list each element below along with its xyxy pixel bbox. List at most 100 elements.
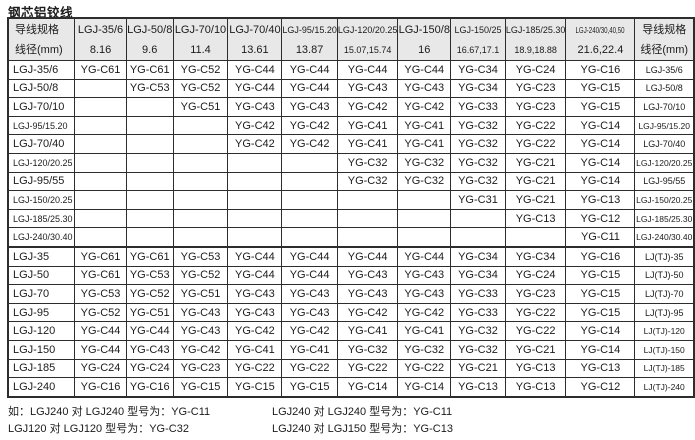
table-row: LGJ-120/20.25 YG-C32 YG-C32 YG-C32 YG-C21 YG-… (7, 152, 695, 173)
table-row: LGJ-120 YG-C44 YG-C44 YG-C43 YG-C42 YG-C42 YG-… (7, 321, 695, 341)
model-cell: YG-C14 (565, 152, 636, 173)
row-label-right: LGJ-240/30.40 (634, 227, 695, 248)
row-label-right: LJ(TJ)-70 (634, 284, 695, 304)
table-row: LGJ-185 YG-C24 YG-C24 YG-C23 YG-C22 YG-C22 YG-… (7, 358, 695, 379)
row-label-right: LJ(TJ)-35 (634, 245, 695, 267)
model-cell: YG-C32 (336, 171, 399, 192)
model-cell: YG-C42 (336, 302, 399, 323)
column-header: LGJ-120/20.25 15.07,15.74 (336, 17, 399, 61)
model-cell: YG-C22 (504, 321, 567, 341)
table-row: LGJ-70/10 YG-C51 YG-C43 YG-C43 YG-C42 YG-C42 Y… (7, 97, 695, 117)
model-cell: YG-C32 (397, 339, 452, 360)
model-cell (172, 152, 229, 173)
model-cell: YG-C16 (565, 60, 636, 80)
model-cell (172, 171, 229, 192)
model-cell (172, 190, 229, 210)
model-cell: YG-C22 (227, 358, 283, 379)
model-cell (125, 115, 174, 136)
model-cell (227, 190, 283, 210)
model-cell: YG-C41 (397, 321, 452, 341)
model-cell (227, 152, 283, 173)
model-cell (336, 227, 399, 248)
footnote-text: LGJ240 对 LGJ150 型号为：YG-C13 (272, 422, 453, 435)
table-row: LGJ-95 YG-C52 YG-C51 YG-C43 YG-C43 YG-C43 YG-C… (7, 302, 695, 323)
model-cell: YG-C51 (172, 97, 229, 117)
model-cell: YG-C51 (172, 284, 229, 304)
column-header: LGJ-50/8 9.6 (125, 17, 174, 61)
model-cell: YG-C41 (281, 339, 338, 360)
model-cell: YG-C23 (504, 97, 567, 117)
corner-header: 导线规格 线径(mm) (634, 17, 695, 61)
model-cell: YG-C42 (227, 134, 283, 154)
model-cell: YG-C21 (450, 358, 506, 379)
model-cell: YG-C44 (227, 265, 283, 286)
model-cell: YG-C22 (504, 302, 567, 323)
model-cell: YG-C32 (336, 152, 399, 173)
model-cell: YG-C42 (397, 302, 452, 323)
model-cell: YG-C61 (125, 60, 174, 80)
model-cell: YG-C24 (504, 265, 567, 286)
model-cell: YG-C42 (397, 97, 452, 117)
row-label-right: LGJ-70/40 (634, 134, 695, 154)
model-cell: YG-C43 (336, 284, 399, 304)
model-cell: YG-C22 (336, 358, 399, 379)
model-cell (227, 208, 283, 229)
model-cell: YG-C13 (565, 190, 636, 210)
row-label: LGJ-120 (7, 321, 76, 341)
model-cell (281, 190, 338, 210)
row-label: LGJ-70 (7, 284, 76, 304)
model-cell: YG-C43 (336, 265, 399, 286)
model-cell: YG-C41 (397, 134, 452, 154)
model-cell (74, 190, 127, 210)
model-cell: YG-C16 (565, 245, 636, 267)
footnote-text: 如：LGJ240 对 LGJ240 型号为：YG-C11 (8, 405, 211, 418)
model-cell: YG-C24 (74, 358, 127, 379)
model-cell: YG-C53 (125, 78, 174, 99)
model-cell: YG-C14 (565, 134, 636, 154)
model-cell: YG-C32 (450, 152, 506, 173)
model-cell: YG-C31 (450, 190, 506, 210)
model-cell: YG-C13 (565, 358, 636, 379)
model-cell: YG-C15 (565, 265, 636, 286)
model-cell (172, 115, 229, 136)
model-cell (74, 97, 127, 117)
model-cell: YG-C52 (172, 265, 229, 286)
model-cell: YG-C22 (504, 115, 567, 136)
column-header: LGJ-70/40 13.61 (227, 17, 283, 61)
row-label-right: LJ(TJ)-150 (634, 339, 695, 360)
row-label: LGJ-185 (7, 358, 76, 379)
table-row: LGJ-240/30.40 YG-C11 LGJ-240/30.40 (7, 227, 695, 248)
row-label: LGJ-70/10 (7, 97, 76, 117)
row-label-right: LJ(TJ)-120 (634, 321, 695, 341)
model-cell: YG-C53 (74, 284, 127, 304)
table-row: LGJ-70/40 YG-C42 YG-C42 YG-C41 YG-C41 YG-C32 Y… (7, 134, 695, 154)
row-label-right: LGJ-95/15.20 (634, 115, 695, 136)
row-label-right: LGJ-95/55 (634, 171, 695, 192)
model-cell: YG-C44 (227, 60, 283, 80)
model-cell: YG-C24 (504, 60, 567, 80)
model-cell: YG-C13 (450, 377, 506, 398)
model-cell: YG-C14 (565, 321, 636, 341)
model-cell: YG-C16 (74, 377, 127, 398)
model-cell: YG-C12 (565, 377, 636, 398)
footnote-text: LGJ120 对 LGJ120 型号为：YG-C32 (8, 422, 189, 435)
row-label: LGJ-240 (7, 377, 76, 398)
model-cell (172, 208, 229, 229)
model-cell: YG-C44 (336, 245, 399, 267)
model-cell: YG-C51 (125, 302, 174, 323)
model-cell: YG-C42 (281, 115, 338, 136)
model-cell: YG-C61 (74, 245, 127, 267)
model-cell (172, 227, 229, 248)
model-cell: YG-C43 (227, 284, 283, 304)
model-cell: YG-C44 (227, 245, 283, 267)
row-label: LGJ-95 (7, 302, 76, 323)
model-cell: YG-C34 (450, 265, 506, 286)
model-cell: YG-C32 (450, 171, 506, 192)
model-cell (125, 190, 174, 210)
model-cell (397, 208, 452, 229)
model-cell: YG-C34 (450, 245, 506, 267)
row-label-right: LJ(TJ)-185 (634, 358, 695, 379)
model-cell: YG-C43 (281, 302, 338, 323)
model-cell (125, 171, 174, 192)
model-cell (74, 171, 127, 192)
